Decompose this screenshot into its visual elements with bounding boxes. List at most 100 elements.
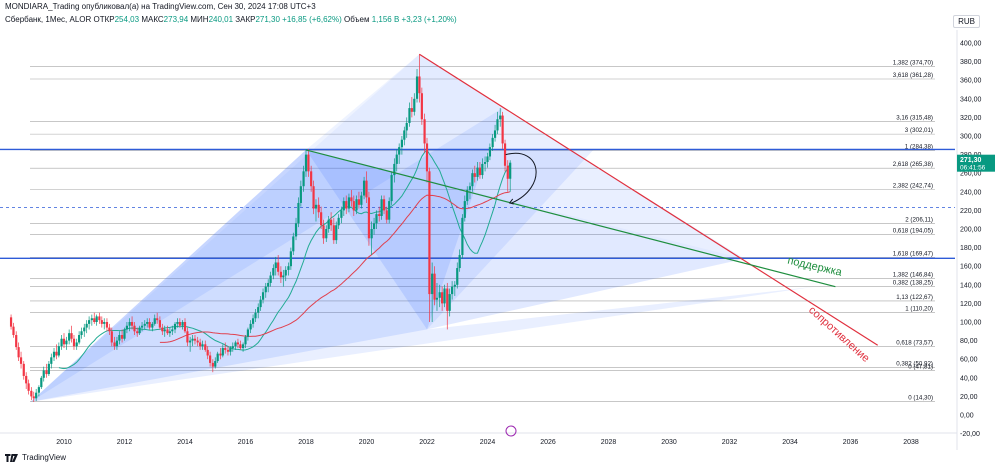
candle-body bbox=[355, 199, 358, 211]
high-label: МАКС bbox=[141, 15, 164, 24]
candle-body bbox=[448, 294, 451, 311]
y-tick-label: 380,00 bbox=[960, 59, 982, 66]
candle-body bbox=[103, 322, 106, 324]
volume-change-value: +3,23 (+1,20%) bbox=[401, 15, 457, 24]
candle-body bbox=[420, 93, 423, 120]
candle-body bbox=[279, 271, 282, 278]
candle-body bbox=[125, 325, 129, 330]
candle-body bbox=[471, 173, 474, 187]
candle-body bbox=[390, 175, 393, 202]
candle-body bbox=[236, 342, 240, 345]
x-tick-label: 2024 bbox=[480, 439, 496, 446]
fan-main-area bbox=[30, 54, 503, 402]
open-label: ОТКР bbox=[93, 15, 115, 24]
candle-body bbox=[146, 322, 149, 324]
candle-body bbox=[171, 329, 174, 332]
candle-body bbox=[342, 201, 345, 211]
candle-body bbox=[398, 147, 401, 155]
candle-body bbox=[385, 210, 388, 220]
x-tick-label: 2036 bbox=[843, 439, 859, 446]
candle-body bbox=[151, 323, 154, 328]
y-axis: 400,00380,00360,00340,00320,00300,00280,… bbox=[956, 30, 995, 450]
fib-level-label: 0,382 (50,92) bbox=[896, 361, 933, 368]
candle-body bbox=[453, 284, 456, 287]
currency-badge[interactable]: RUB bbox=[953, 15, 980, 28]
y-tick-label: 20,00 bbox=[960, 394, 978, 401]
candle-body bbox=[441, 292, 444, 304]
triangle-area bbox=[306, 149, 745, 330]
candle-body bbox=[493, 130, 497, 138]
y-tick-label: 400,00 bbox=[960, 41, 982, 48]
candle-body bbox=[37, 387, 40, 393]
candle-body bbox=[85, 323, 88, 328]
fib-level-label: 1,382 (374,70) bbox=[893, 60, 933, 67]
candle-body bbox=[201, 344, 204, 347]
footer: TradingView bbox=[5, 453, 66, 462]
candle-body bbox=[95, 316, 98, 322]
fan-secondary-area bbox=[30, 149, 594, 402]
close-value: 271,30 bbox=[255, 15, 280, 24]
candle-body bbox=[267, 282, 270, 287]
candle-body bbox=[431, 273, 434, 295]
candle-body bbox=[473, 173, 476, 177]
candle-body bbox=[345, 201, 348, 209]
candle-body bbox=[249, 323, 252, 330]
candle-body bbox=[458, 255, 461, 269]
candle-body bbox=[261, 292, 265, 300]
candle-body bbox=[413, 98, 416, 112]
x-tick-label: 2022 bbox=[419, 439, 435, 446]
y-tick-label: 160,00 bbox=[960, 264, 982, 271]
event-marker-icon bbox=[505, 425, 517, 437]
candle-body bbox=[19, 357, 23, 364]
candle-body bbox=[304, 154, 308, 172]
candle-body bbox=[181, 322, 184, 326]
candle-body bbox=[100, 320, 103, 324]
x-tick-label: 2016 bbox=[238, 439, 254, 446]
candle-body bbox=[153, 318, 156, 324]
candle-body bbox=[310, 171, 313, 187]
fib-level-label: 0 (14,30) bbox=[908, 395, 933, 402]
candle-body bbox=[148, 322, 151, 328]
candle-body bbox=[239, 344, 242, 349]
candle-body bbox=[68, 333, 71, 341]
symbol-label[interactable]: Сбербанк, 1Мес, ALOR bbox=[5, 15, 92, 24]
candle-body bbox=[466, 189, 469, 202]
candle-body bbox=[133, 325, 136, 332]
last-price-value: 271,30 bbox=[960, 157, 982, 164]
y-tick-label: 60,00 bbox=[960, 357, 978, 364]
y-tick-label: 0,00 bbox=[960, 413, 974, 420]
candle-body bbox=[62, 338, 66, 345]
candle-body bbox=[15, 335, 18, 348]
candle-body bbox=[57, 346, 60, 356]
candle-body bbox=[209, 355, 212, 363]
candle-body bbox=[468, 186, 472, 190]
candle-body bbox=[299, 186, 302, 203]
y-tick-label: 140,00 bbox=[960, 282, 982, 289]
x-tick-label: 2034 bbox=[782, 439, 798, 446]
candle-body bbox=[27, 383, 30, 391]
fan-upper-area bbox=[30, 54, 420, 402]
candle-body bbox=[12, 326, 15, 336]
candle-body bbox=[340, 210, 343, 218]
candle-body bbox=[292, 236, 295, 252]
candle-body bbox=[282, 275, 285, 278]
candle-body bbox=[35, 392, 38, 399]
candle-body bbox=[93, 318, 96, 322]
candle-body bbox=[337, 217, 340, 226]
candle-body bbox=[224, 348, 227, 350]
candle-body bbox=[25, 375, 28, 384]
candle-body bbox=[330, 219, 333, 226]
change-value: +16,85 (+6,62%) bbox=[282, 15, 342, 24]
candle-body bbox=[352, 201, 355, 211]
candle-body bbox=[483, 162, 487, 164]
candle-body bbox=[17, 347, 20, 358]
candle-body bbox=[325, 229, 328, 239]
candle-body bbox=[317, 204, 320, 213]
candle-body bbox=[204, 344, 207, 350]
candle-body bbox=[405, 122, 408, 131]
y-tick-label: 320,00 bbox=[960, 115, 982, 122]
y-tick-label: 40,00 bbox=[960, 375, 978, 382]
candle-body bbox=[22, 363, 25, 376]
candle-body bbox=[118, 335, 121, 341]
